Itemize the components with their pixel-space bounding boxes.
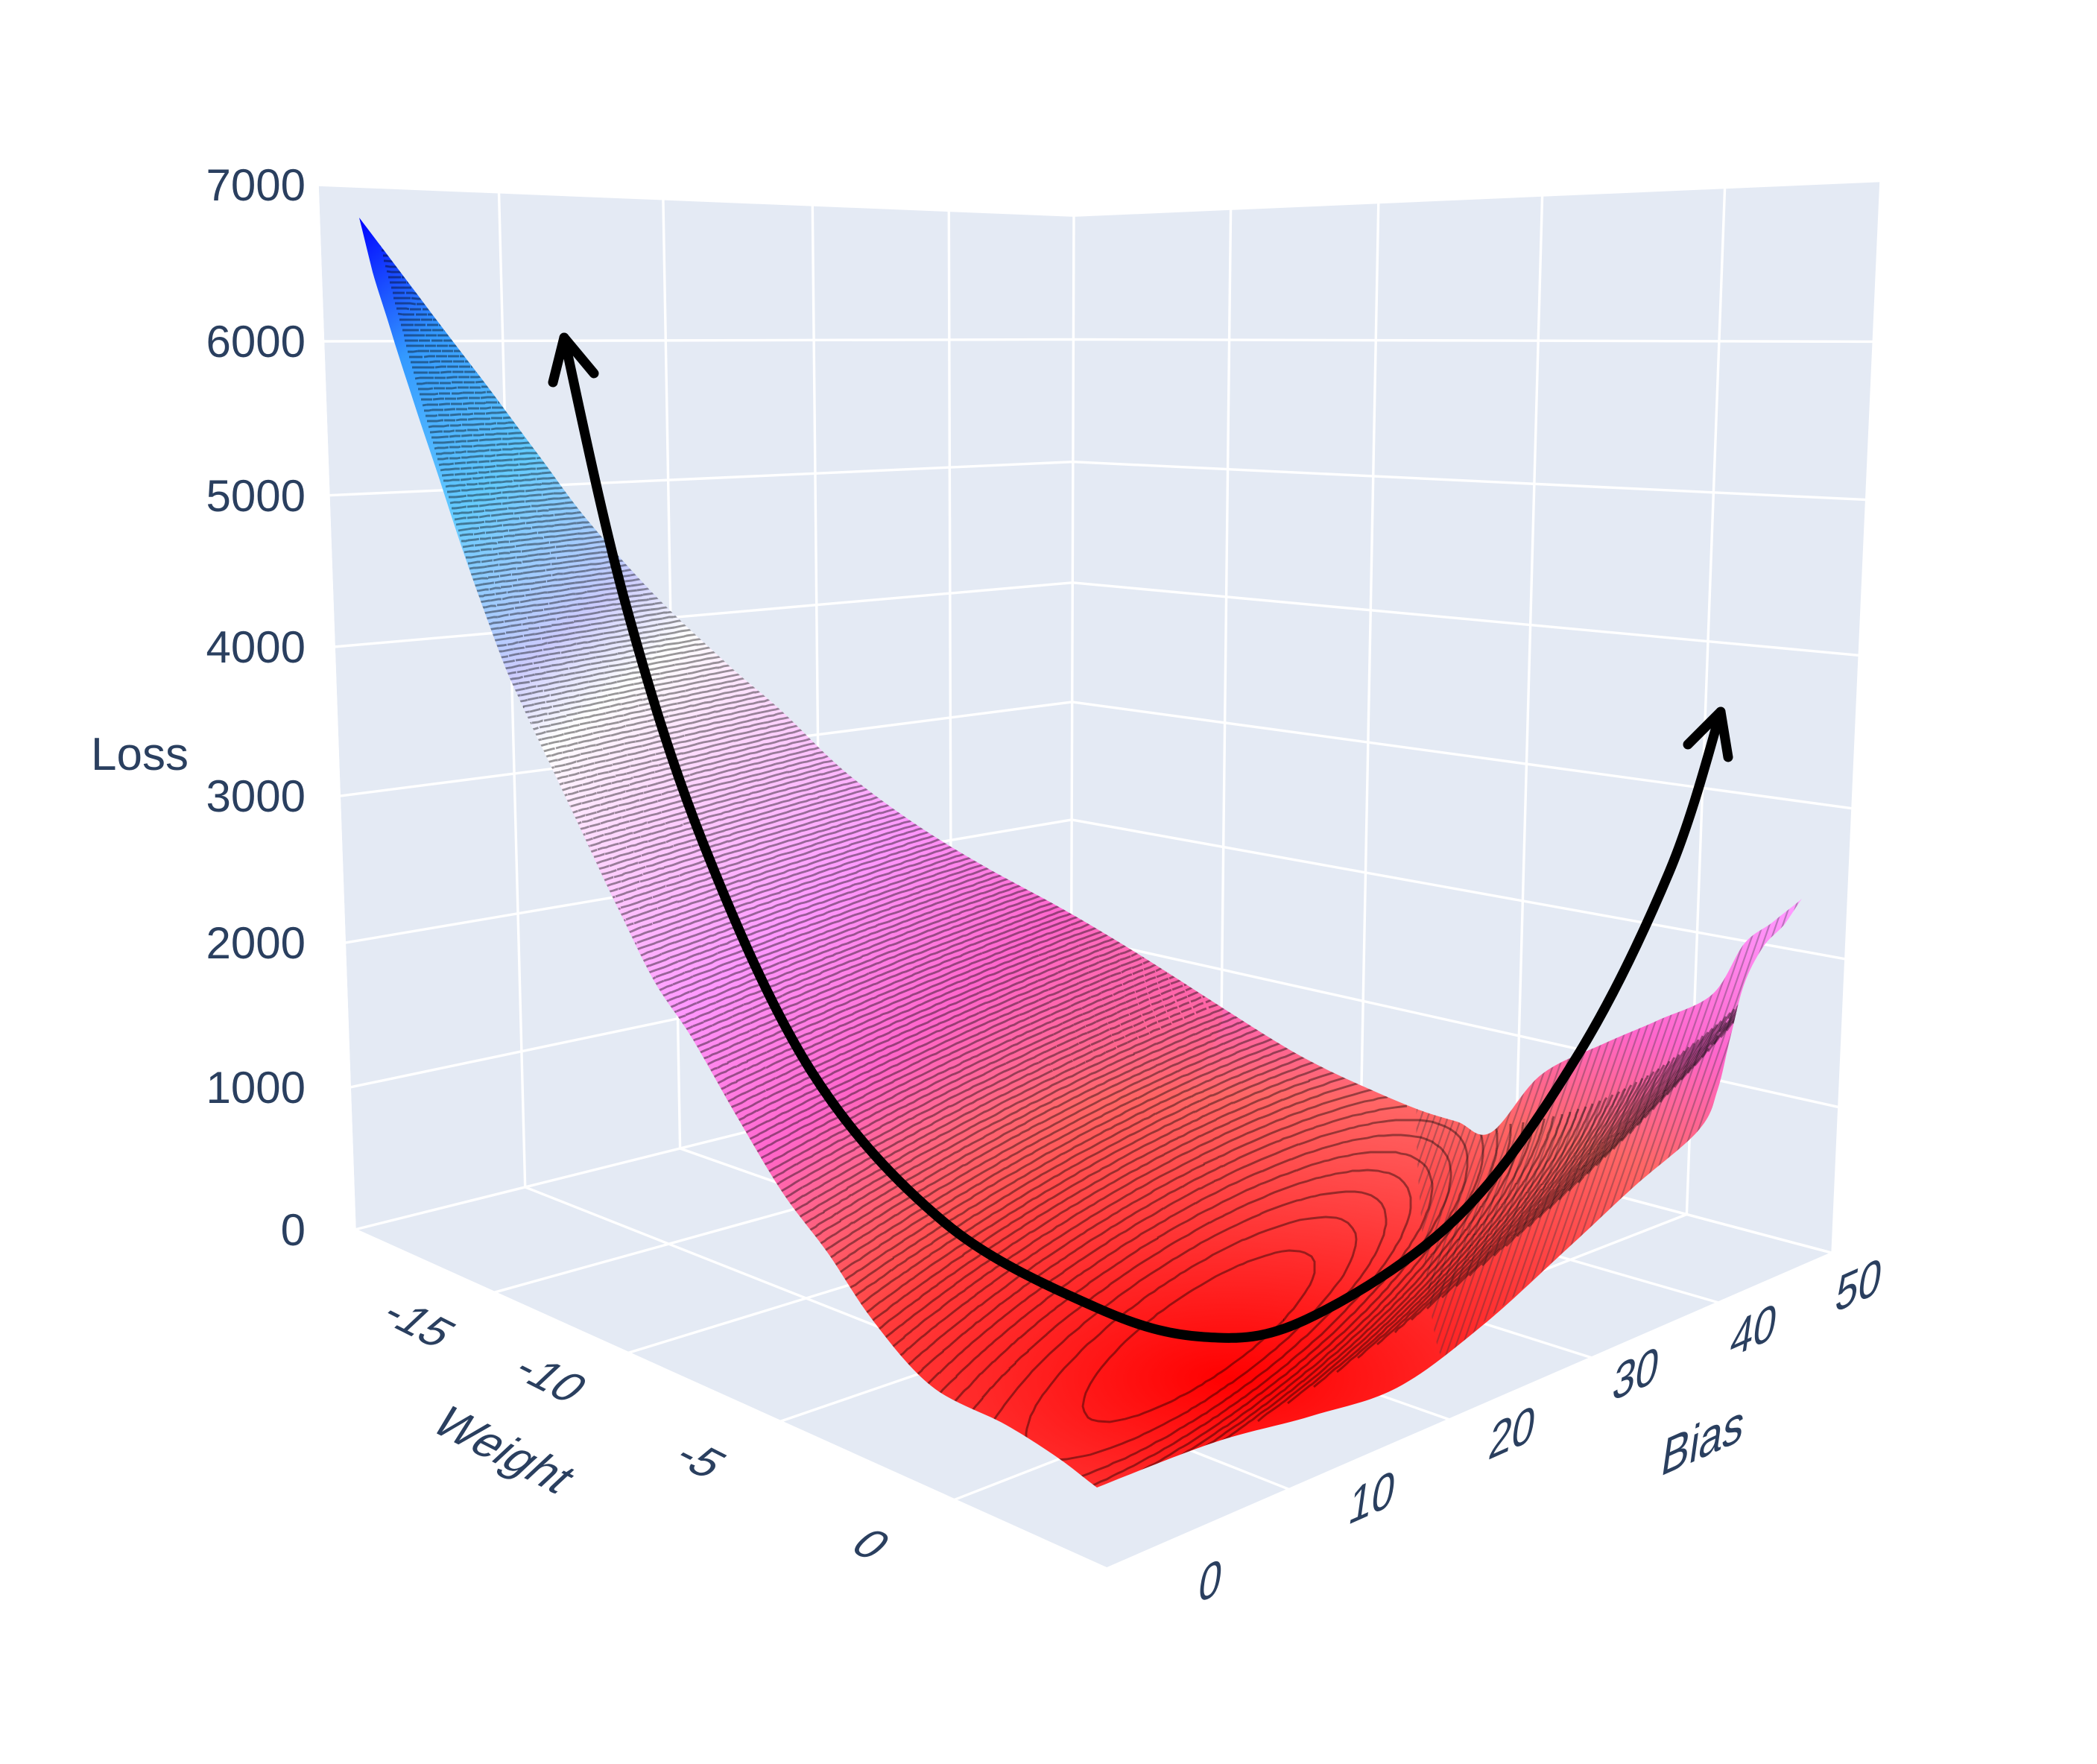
svg-text:5000: 5000: [206, 471, 306, 521]
svg-text:0: 0: [281, 1205, 306, 1255]
svg-text:1000: 1000: [206, 1063, 306, 1113]
svg-text:7000: 7000: [206, 160, 306, 210]
svg-text:2000: 2000: [206, 918, 306, 968]
svg-text:4000: 4000: [206, 622, 306, 672]
svg-text:3000: 3000: [206, 771, 306, 821]
svg-text:Loss: Loss: [91, 729, 189, 780]
svg-text:6000: 6000: [206, 317, 306, 367]
